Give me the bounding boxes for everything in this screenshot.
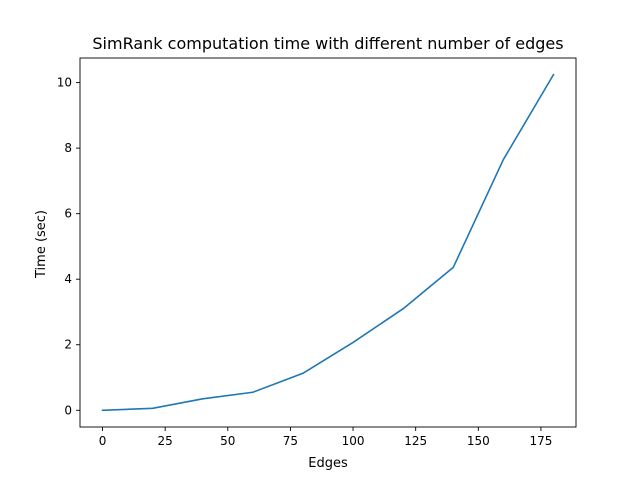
- data-point: [152, 408, 154, 410]
- x-tick-label: 175: [529, 434, 552, 448]
- data-point: [352, 342, 354, 344]
- y-tick-label: 6: [64, 207, 72, 221]
- y-axis-label: Time (sec): [34, 210, 49, 279]
- x-tick-label: 125: [404, 434, 427, 448]
- data-point: [553, 74, 555, 76]
- data-point: [252, 391, 254, 393]
- y-tick-label: 10: [57, 76, 72, 90]
- series-line-0: [101, 73, 555, 412]
- y-tick-label: 2: [64, 338, 72, 352]
- x-tick-label: 50: [220, 434, 235, 448]
- data-point: [402, 308, 404, 310]
- x-tick-label: 75: [283, 434, 298, 448]
- data-point: [202, 398, 204, 400]
- data-point: [452, 267, 454, 269]
- x-tick-label: 150: [467, 434, 490, 448]
- x-tick-label: 0: [99, 434, 107, 448]
- axes-frame: [79, 57, 577, 428]
- plot-area: 0 25 50 75 100 125 150 175 0 2 4 6 8 10: [57, 57, 577, 448]
- x-tick-label: 100: [342, 434, 365, 448]
- x-tick-label: 25: [158, 434, 173, 448]
- data-point: [503, 159, 505, 161]
- data-point: [102, 409, 104, 411]
- x-axis-label: Edges: [308, 456, 348, 471]
- y-tick-label: 8: [64, 141, 72, 155]
- y-tick-label: 4: [64, 272, 72, 286]
- data-point: [302, 372, 304, 374]
- y-tick-label: 0: [64, 403, 72, 417]
- chart-title: SimRank computation time with different …: [92, 34, 563, 53]
